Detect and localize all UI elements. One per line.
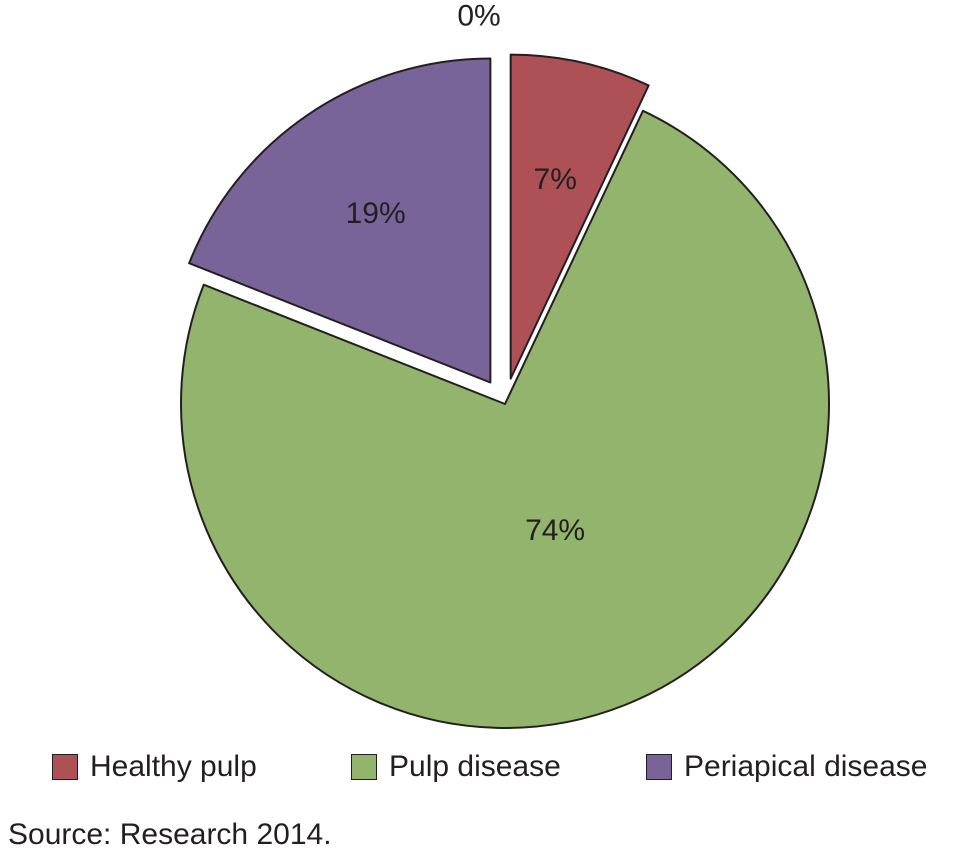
data-label-pulp-disease: 74% — [525, 514, 585, 547]
data-label-healthy-pulp: 7% — [534, 163, 577, 196]
chart-legend: Healthy pulp Pulp disease Periapical dis… — [0, 742, 960, 792]
legend-item-pulp-disease: Pulp disease — [351, 742, 561, 792]
pie-chart: 7% 74% 19% 0% — [180, 0, 830, 729]
legend-label-periapical-disease: Periapical disease — [684, 750, 928, 783]
source-note: Source: Research 2014. — [8, 818, 332, 851]
pie-slice-pulp-disease — [180, 109, 830, 729]
legend-item-healthy-pulp: Healthy pulp — [52, 742, 257, 792]
legend-item-periapical-disease: Periapical disease — [646, 742, 927, 792]
data-label-zero-percent: 0% — [457, 0, 500, 33]
legend-label-pulp-disease: Pulp disease — [389, 750, 561, 783]
legend-swatch-pulp-disease — [351, 754, 377, 780]
legend-label-healthy-pulp: Healthy pulp — [90, 750, 257, 783]
legend-swatch-healthy-pulp — [52, 754, 78, 780]
pie-slice-healthy-pulp — [509, 53, 650, 380]
pie-slice-periapical-disease — [188, 57, 492, 384]
data-label-periapical-disease: 19% — [346, 197, 406, 230]
legend-swatch-periapical-disease — [646, 754, 672, 780]
